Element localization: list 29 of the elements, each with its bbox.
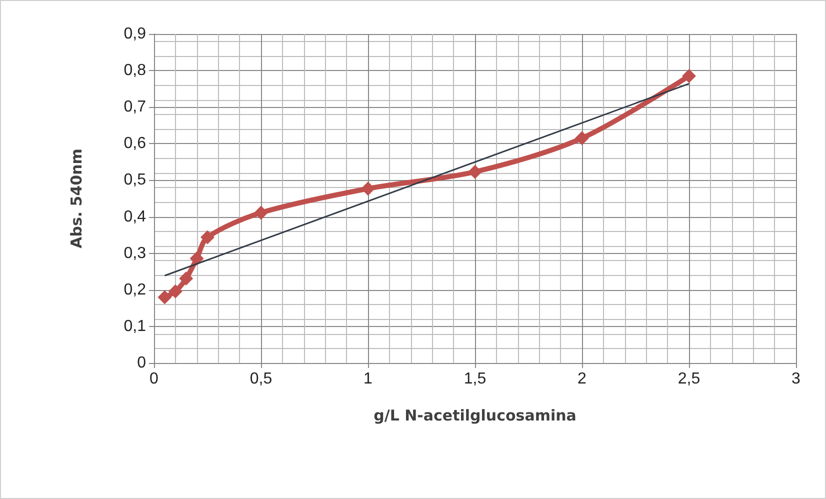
y-tick-label: 0 <box>137 354 146 372</box>
x-tick-label: 1 <box>364 370 373 388</box>
point <box>254 206 268 220</box>
point <box>361 182 375 196</box>
y-tick-label: 0,2 <box>124 281 146 298</box>
point <box>682 69 696 84</box>
x-tick-label: 3 <box>792 370 801 388</box>
x-axis-title: g/L N-acetilglucosamina <box>374 406 576 424</box>
y-tick-label: 0,8 <box>124 62 146 80</box>
point <box>575 131 589 146</box>
y-tick-label: 0,7 <box>124 98 146 116</box>
y-tick-label: 0,3 <box>124 244 146 262</box>
y-tick-label: 0,5 <box>124 172 146 189</box>
y-tick-label: 0,9 <box>124 26 146 42</box>
point <box>468 164 482 179</box>
y-axis-title: Abs. 540nm <box>68 148 86 248</box>
x-tick-label: 2,5 <box>678 370 700 388</box>
point <box>190 251 204 266</box>
y-tick-label: 0,4 <box>124 208 146 226</box>
point <box>200 230 214 244</box>
x-tick-label: 0 <box>150 370 159 388</box>
x-tick-label: 1,5 <box>464 370 486 388</box>
x-tick-label: 2 <box>578 370 587 388</box>
y-tick-label: 0,6 <box>124 135 146 152</box>
x-tick-label: 0,5 <box>250 370 272 388</box>
y-tick-label: 0,1 <box>124 318 146 335</box>
point <box>179 272 194 286</box>
point <box>168 284 182 298</box>
point <box>158 290 172 304</box>
